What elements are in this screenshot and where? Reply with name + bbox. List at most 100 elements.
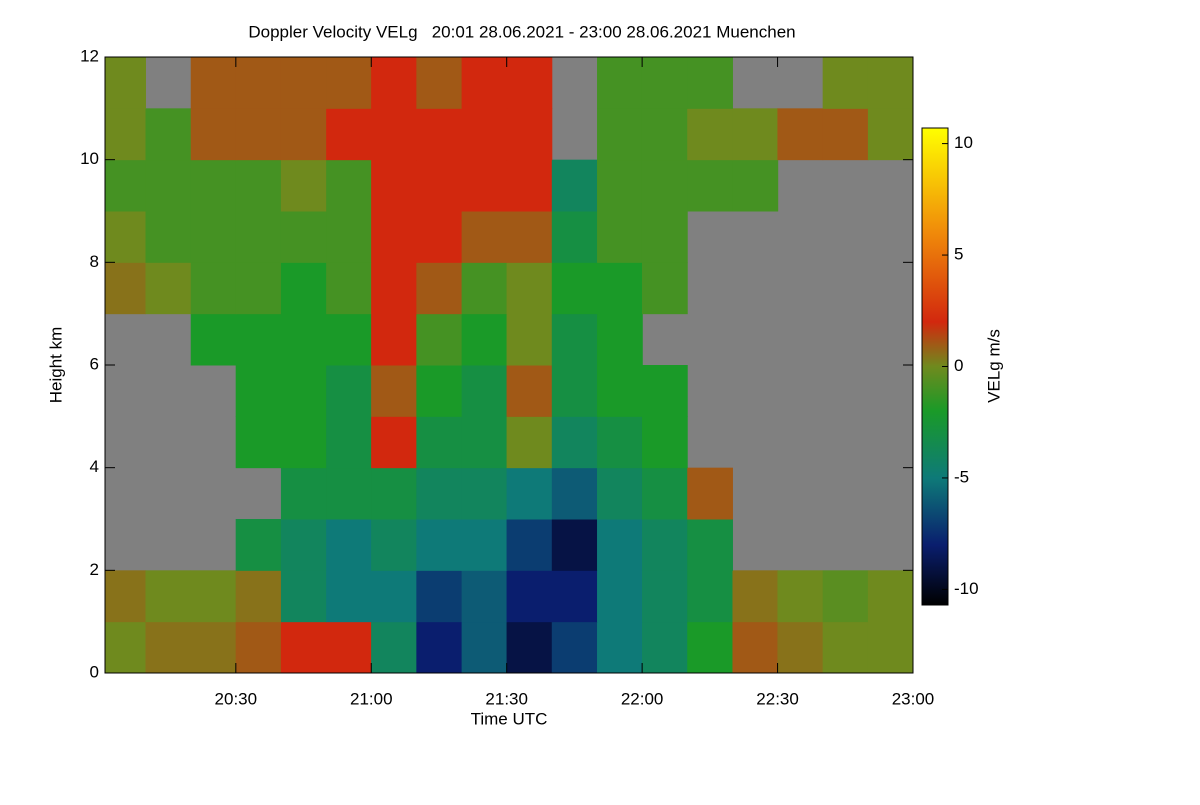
- heatmap-cell: [371, 416, 417, 469]
- heatmap-cell: [461, 519, 508, 571]
- heatmap-cell: [280, 159, 327, 212]
- heatmap-cell: [416, 57, 463, 109]
- heatmap-cell: [105, 159, 146, 212]
- heatmap-cell: [280, 519, 327, 571]
- heatmap-cell: [461, 570, 508, 623]
- heatmap-cell: [461, 467, 508, 520]
- heatmap-cell: [416, 365, 463, 417]
- heatmap-cell: [280, 621, 327, 673]
- heatmap-cell: [641, 570, 688, 623]
- heatmap-cell: [105, 262, 146, 315]
- heatmap-cell: [190, 570, 237, 623]
- heatmap-cell: [461, 159, 508, 212]
- heatmap-cell: [777, 108, 824, 161]
- colorbar-tick-label: 10: [954, 133, 973, 152]
- heatmap-cell: [280, 211, 327, 263]
- heatmap-cell: [235, 570, 282, 623]
- heatmap-cell: [597, 416, 643, 469]
- heatmap-cell: [145, 262, 192, 315]
- heatmap-cell: [687, 519, 733, 571]
- heatmap-cell: [732, 570, 779, 623]
- heatmap-cell: [326, 416, 372, 469]
- heatmap-cell: [641, 467, 688, 520]
- heatmap-cell: [641, 519, 688, 571]
- heatmap-cell: [506, 211, 553, 263]
- heatmap-cell: [641, 108, 688, 161]
- heatmap-cell: [280, 365, 327, 417]
- heatmap-cell: [371, 262, 417, 315]
- heatmap-cell: [326, 57, 372, 109]
- heatmap-cell: [506, 57, 553, 109]
- heatmap-cell: [506, 108, 553, 161]
- heatmap-cell: [371, 467, 417, 520]
- heatmap-cell: [145, 108, 192, 161]
- heatmap-cell: [777, 621, 824, 673]
- heatmap-cell: [371, 519, 417, 571]
- heatmap-cell: [371, 108, 417, 161]
- heatmap-cell: [416, 519, 463, 571]
- heatmap-cell: [326, 313, 372, 366]
- heatmap-cell: [235, 621, 282, 673]
- heatmap-cell: [105, 108, 146, 161]
- y-axis-label: Height km: [46, 327, 65, 404]
- x-tick-label: 21:00: [350, 689, 393, 708]
- heatmap-cell: [551, 313, 598, 366]
- heatmap-cell: [506, 621, 553, 673]
- heatmap-cell: [326, 467, 372, 520]
- heatmap-cell: [867, 621, 913, 673]
- heatmap-cell: [597, 570, 643, 623]
- heatmap-cell: [687, 467, 733, 520]
- x-tick-label: 23:00: [892, 689, 935, 708]
- heatmap-cell: [597, 262, 643, 315]
- heatmap-cell: [506, 519, 553, 571]
- heatmap-cell: [190, 313, 237, 366]
- heatmap-cell: [416, 416, 463, 469]
- colorbar-label: VELg m/s: [984, 329, 1003, 403]
- x-tick-label: 20:30: [215, 689, 258, 708]
- heatmap-cell: [416, 262, 463, 315]
- heatmap-cell: [597, 467, 643, 520]
- heatmap-cell: [867, 57, 913, 109]
- heatmap-cell: [551, 519, 598, 571]
- heatmap-cell: [371, 570, 417, 623]
- heatmap-cell: [822, 108, 869, 161]
- heatmap-cell: [326, 570, 372, 623]
- heatmap-cell: [867, 108, 913, 161]
- heatmap-cell: [190, 262, 237, 315]
- heatmap-cell: [551, 159, 598, 212]
- heatmap-cell: [506, 570, 553, 623]
- heatmap-cell: [461, 262, 508, 315]
- x-tick-label: 21:30: [485, 689, 528, 708]
- heatmap-cell: [597, 519, 643, 571]
- heatmap-cell: [235, 365, 282, 417]
- heatmap-cell: [641, 57, 688, 109]
- heatmap-cell: [280, 467, 327, 520]
- heatmap-cell: [145, 570, 192, 623]
- heatmap-cell: [145, 621, 192, 673]
- heatmap-cell: [461, 313, 508, 366]
- heatmap-cell: [326, 262, 372, 315]
- heatmap-cell: [371, 211, 417, 263]
- heatmap-cell: [280, 262, 327, 315]
- heatmap-cell: [235, 159, 282, 212]
- heatmap-cell: [145, 211, 192, 263]
- heatmap-cell: [822, 621, 869, 673]
- heatmap-cell: [597, 365, 643, 417]
- heatmap-cell: [416, 467, 463, 520]
- heatmap-cell: [416, 211, 463, 263]
- heatmap-cell: [687, 159, 733, 212]
- heatmap-cell: [105, 621, 146, 673]
- heatmap-cell: [506, 262, 553, 315]
- y-tick-label: 2: [90, 560, 99, 579]
- heatmap-cell: [326, 211, 372, 263]
- heatmap-cell: [235, 313, 282, 366]
- heatmap-cell: [416, 313, 463, 366]
- heatmap-cell: [105, 570, 146, 623]
- heatmap-cell: [551, 467, 598, 520]
- heatmap-cell: [461, 211, 508, 263]
- heatmap-cell: [732, 108, 779, 161]
- heatmap-cell: [416, 570, 463, 623]
- heatmap-cell: [416, 621, 463, 673]
- y-tick-label: 8: [90, 252, 99, 271]
- heatmap-cell: [551, 570, 598, 623]
